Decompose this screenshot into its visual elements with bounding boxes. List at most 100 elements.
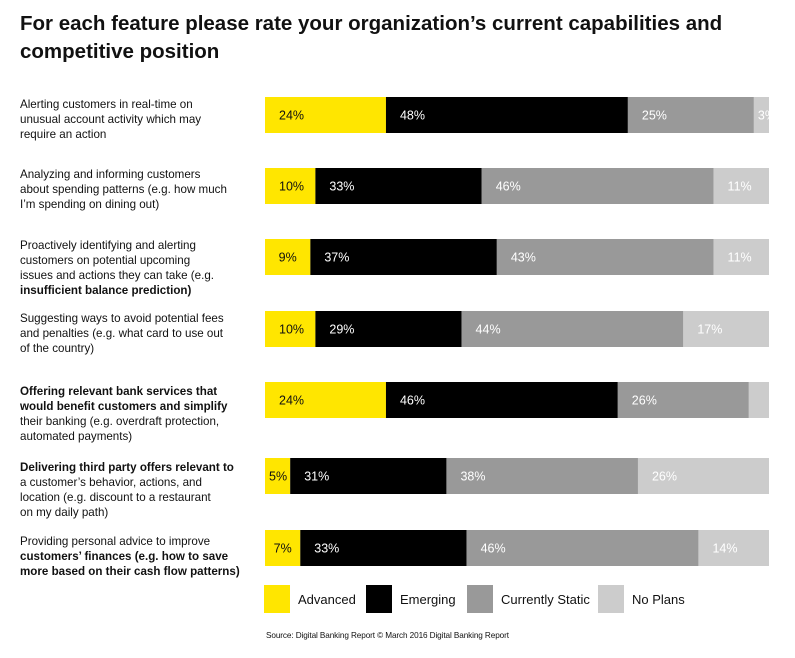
category-label-line: of the country)	[20, 342, 95, 355]
legend-item-emerging: Emerging	[366, 584, 456, 614]
bar-segment-no-plans	[748, 382, 769, 418]
bar-segment-advanced	[265, 97, 386, 133]
category-label-line: Providing personal advice to improve	[20, 535, 211, 548]
data-label: 46%	[481, 542, 506, 556]
category-label-line: Suggesting ways to avoid potential fees	[20, 312, 224, 325]
category-label: Proactively identifying and alerting cust…	[20, 238, 252, 298]
data-label: 31%	[304, 470, 329, 484]
bar-segment-emerging	[315, 311, 462, 347]
data-label: 29%	[329, 323, 354, 337]
category-label-line: location (e.g. discount to a restaurant	[20, 491, 211, 504]
legend-swatch-emerging	[366, 585, 392, 613]
data-label: 24%	[279, 394, 304, 408]
legend-item-no-plans: No Plans	[598, 584, 685, 614]
bar-segment-currently-static	[466, 530, 699, 566]
bar-segment-advanced	[265, 382, 386, 418]
data-label: 48%	[400, 109, 425, 123]
data-label: 11%	[728, 180, 752, 194]
category-label-line: customers’ finances (e.g. how to save	[20, 550, 229, 563]
data-label: 10%	[279, 323, 304, 337]
category-label: Analyzing and informing customers about s…	[20, 167, 252, 212]
bar-segment-emerging	[310, 239, 497, 275]
bar-segment-advanced	[265, 168, 316, 204]
category-label-line: on my daily path)	[20, 506, 109, 519]
legend-swatch-no-plans	[598, 585, 624, 613]
legend-item-currently-static: Currently Static	[467, 584, 590, 614]
data-label: 25%	[642, 109, 667, 123]
legend-label-no-plans: No Plans	[632, 591, 685, 607]
category-label-line: automated payments)	[20, 430, 133, 443]
data-label: 38%	[460, 470, 485, 484]
bar-segment-currently-static	[461, 311, 684, 347]
legend-item-advanced: Advanced	[264, 584, 356, 614]
category-label: Suggesting ways to avoid potential fees a…	[20, 311, 252, 356]
data-label: 46%	[400, 394, 425, 408]
category-label-line: unusual account activity which may	[20, 113, 202, 126]
category-label: Providing personal advice to improve cust…	[20, 534, 252, 579]
data-label: 33%	[314, 542, 339, 556]
category-label-line: and penalties (e.g. what card to use out	[20, 327, 224, 340]
bar-segment-emerging	[290, 458, 447, 494]
category-label-line: would benefit customers and simplify	[20, 400, 228, 413]
data-label: 37%	[324, 251, 349, 265]
bar-segment-no-plans	[698, 530, 769, 566]
data-label: 26%	[652, 470, 677, 484]
legend-label-advanced: Advanced	[298, 591, 356, 607]
bar-segment-currently-static	[496, 239, 714, 275]
data-label: 10%	[279, 180, 304, 194]
category-label-line: Proactively identifying and alerting	[20, 239, 196, 252]
bar-segment-no-plans	[683, 311, 769, 347]
category-label-line: Delivering third party offers relevant t…	[20, 461, 234, 474]
bar-segment-emerging	[385, 382, 618, 418]
bar-segment-advanced	[265, 530, 301, 566]
category-label-line: customers on potential upcoming	[20, 254, 191, 267]
category-label-line: I’m spending on dining out)	[20, 198, 160, 211]
data-label: 9%	[279, 251, 297, 265]
data-label: 3%	[758, 109, 776, 123]
bar-segment-currently-static	[627, 97, 754, 133]
bar-segment-emerging	[315, 168, 482, 204]
category-label-line: Offering relevant bank services that	[20, 385, 218, 398]
category-label-line: a customer’s behavior, actions, and	[20, 476, 202, 489]
bar-segment-emerging	[300, 530, 467, 566]
data-label: 46%	[496, 180, 521, 194]
bar-segment-advanced	[265, 239, 311, 275]
category-label-line: insufficient balance prediction)	[20, 284, 192, 297]
data-label: 17%	[697, 323, 722, 337]
bar-segment-no-plans	[713, 239, 769, 275]
category-label: Offering relevant bank services that woul…	[20, 384, 252, 444]
legend-swatch-advanced	[264, 585, 290, 613]
category-label-line: issues and actions they can take (e.g.	[20, 269, 214, 282]
data-label: 24%	[279, 109, 304, 123]
bar-segment-emerging	[385, 97, 628, 133]
category-label-line: more based on their cash flow patterns)	[20, 565, 240, 578]
bar-segment-advanced	[265, 458, 291, 494]
category-label-line: their banking (e.g. overdraft protection…	[20, 415, 220, 428]
data-label: 44%	[476, 323, 501, 337]
bar-segment-currently-static	[481, 168, 714, 204]
category-label-line: Alerting customers in real-time on	[20, 98, 193, 111]
bar-segment-advanced	[265, 311, 316, 347]
data-label: 11%	[728, 251, 752, 265]
category-label: Delivering third party offers relevant t…	[20, 460, 252, 520]
bar-segment-currently-static	[446, 458, 638, 494]
legend-label-emerging: Emerging	[400, 591, 456, 607]
data-label: 14%	[712, 542, 737, 556]
legend-label-currently-static: Currently Static	[501, 591, 590, 607]
data-label: 43%	[511, 251, 536, 265]
category-label: Alerting customers in real-time on unusua…	[20, 97, 252, 142]
bar-segment-no-plans	[753, 97, 769, 133]
bar-segment-no-plans	[637, 458, 769, 494]
data-label: 7%	[274, 542, 292, 556]
source-note: Source: Digital Banking Report © March 2…	[266, 631, 509, 640]
category-label-line: about spending patterns (e.g. how much	[20, 183, 227, 196]
data-label: 26%	[632, 394, 657, 408]
category-label-line: Analyzing and informing customers	[20, 168, 201, 181]
chart-title: For each feature please rate your organi…	[20, 12, 723, 63]
data-label: 5%	[269, 470, 287, 484]
data-label: 33%	[329, 180, 354, 194]
bar-segment-no-plans	[713, 168, 769, 204]
bar-segment-currently-static	[617, 382, 749, 418]
category-label-line: require an action	[20, 128, 107, 141]
